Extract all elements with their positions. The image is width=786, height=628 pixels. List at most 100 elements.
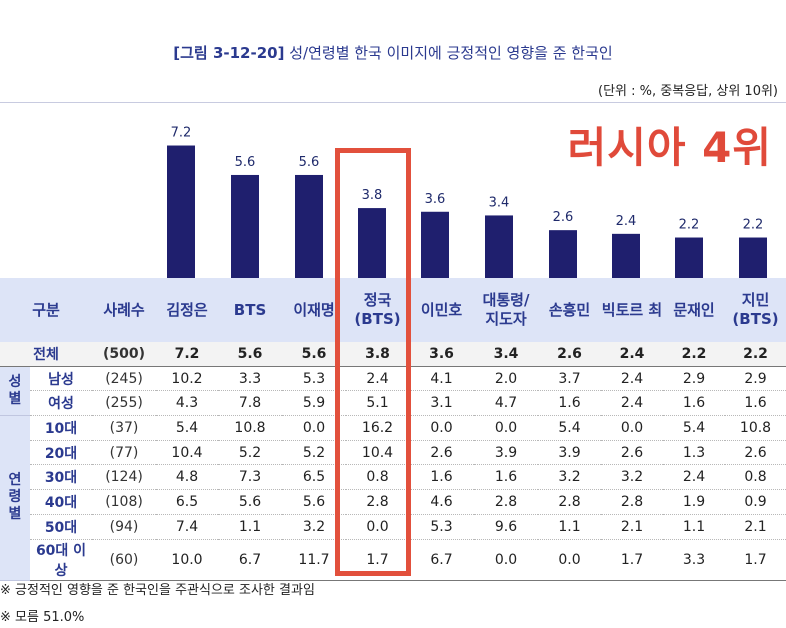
table-row: 20대 (77) 10.4 5.2 5.2 10.4 2.6 3.9 3.9 2.6 1.3 2.6 — [0, 440, 786, 466]
table-cell: 1.7 — [725, 539, 786, 581]
table-cell: 3.2 — [282, 514, 347, 540]
table-cell: 2.1 — [601, 514, 664, 540]
table-cell: 1.9 — [663, 489, 726, 515]
table-cell: 10.8 — [218, 415, 283, 441]
table-cell: 0.9 — [725, 489, 786, 515]
cell-total-3: 3.8 — [346, 342, 410, 367]
unit-note: (단위 : %, 중복응답, 상위 10위) — [598, 84, 778, 99]
table-cell: 5.2 — [218, 440, 283, 466]
table-row: 50대 (94) 7.4 1.1 3.2 0.0 5.3 9.6 1.1 2.1 1.1 2.1 — [0, 514, 786, 540]
table-cell: 2.0 — [474, 366, 539, 392]
table-cell: 7.8 — [218, 390, 283, 417]
table-cell: 1.6 — [409, 464, 475, 491]
table-cell: 0.8 — [725, 464, 786, 491]
table-cell: 1.3 — [663, 440, 726, 466]
table-cell: 2.6 — [601, 440, 664, 466]
table-cell: 5.4 — [538, 415, 602, 441]
table-cell: 1.1 — [663, 514, 726, 540]
cell-total-8: 2.2 — [663, 342, 726, 367]
table-cell: 2.8 — [601, 489, 664, 515]
bar-chart: 7.2 5.6 5.6 3.8 3.6 3.4 2.6 2.4 2.2 2.2 — [167, 126, 767, 278]
table-cell: 2.6 — [409, 440, 475, 466]
row-n: (37) — [92, 415, 157, 441]
table-cell: 10.4 — [346, 440, 410, 466]
table-cell: 5.4 — [663, 415, 726, 441]
table-cell: 10.8 — [725, 415, 786, 441]
table-cell: 0.0 — [282, 415, 347, 441]
bar-6 — [549, 230, 577, 278]
table-cell: 2.4 — [601, 366, 664, 392]
cell-total-6: 2.6 — [538, 342, 602, 367]
table-cell: 2.1 — [725, 514, 786, 540]
cell-total-9: 2.2 — [725, 342, 786, 367]
data-table: 구분 사례수 김정은 BTS 이재명 정국 (BTS) 이민호 대통령/ 지도자 손흥민 빅토르 … — [0, 278, 786, 581]
table-cell: 5.6 — [282, 489, 347, 515]
table-cell: 5.3 — [409, 514, 475, 540]
table-cell: 3.2 — [601, 464, 664, 491]
table-cell: 1.6 — [663, 390, 726, 417]
table-cell: 3.3 — [663, 539, 726, 581]
table-cell: 1.1 — [218, 514, 283, 540]
bar-3 — [358, 208, 386, 278]
column-header-10: 문재인 — [663, 278, 726, 342]
row-label: 60대 이상 — [30, 539, 93, 581]
table-row: 연 령 별 10대 (37) 5.4 10.8 0.0 16.2 0.0 0.0 5.4 0.0 5.… — [0, 415, 786, 581]
table-row: 30대 (124) 4.8 7.3 6.5 0.8 1.6 1.6 3.2 3.2 2.4 0.8 — [0, 464, 786, 491]
bar-9 — [739, 237, 767, 278]
figure-label: [그림 3-12-20] — [173, 44, 285, 62]
table-cell: 6.7 — [218, 539, 283, 581]
table-cell: 0.8 — [346, 464, 410, 491]
figure-title-text: 성/연령별 한국 이미지에 긍정적인 영향을 준 한국인 — [289, 44, 613, 62]
table-cell: 4.3 — [156, 390, 219, 417]
table-cell: 5.3 — [282, 366, 347, 392]
table-cell: 2.8 — [538, 489, 602, 515]
bar-0 — [167, 145, 195, 278]
table-cell: 3.7 — [538, 366, 602, 392]
cell-total-4: 3.6 — [409, 342, 475, 367]
table-cell: 6.5 — [282, 464, 347, 491]
row-n: (77) — [92, 440, 157, 466]
table-cell: 2.4 — [346, 366, 410, 392]
table-cell: 0.0 — [346, 514, 410, 540]
row-n: (124) — [92, 464, 157, 491]
table-cell: 16.2 — [346, 415, 410, 441]
table-cell: 5.6 — [218, 489, 283, 515]
table-cell: 0.0 — [409, 415, 475, 441]
footnote-unknown: ※ 모름 51.0% — [0, 610, 85, 625]
bar-value-label-3: 3.8 — [362, 188, 383, 203]
table-cell: 2.8 — [474, 489, 539, 515]
table-cell: 0.0 — [474, 415, 539, 441]
bar-1 — [231, 174, 259, 278]
table-cell: 6.5 — [156, 489, 219, 515]
table-cell: 10.4 — [156, 440, 219, 466]
table-cell: 11.7 — [282, 539, 347, 581]
column-header-0: 구분 — [0, 278, 93, 342]
bar-5 — [485, 215, 513, 278]
table-cell: 6.7 — [409, 539, 475, 581]
group-label-0: 성 별 — [0, 366, 30, 417]
table-cell: 1.1 — [538, 514, 602, 540]
column-header-5: 정국 (BTS) — [346, 278, 410, 342]
table-cell: 10.0 — [156, 539, 219, 581]
table-cell: 5.9 — [282, 390, 347, 417]
table-cell: 3.2 — [538, 464, 602, 491]
bar-8 — [675, 237, 703, 278]
cell-total-2: 5.6 — [282, 342, 347, 367]
column-header-4: 이재명 — [282, 278, 347, 342]
table-cell: 0.0 — [538, 539, 602, 581]
footnote-method: ※ 긍정적인 영향을 준 한국인을 주관식으로 조사한 결과임 — [0, 583, 315, 598]
table-cell: 2.8 — [346, 489, 410, 515]
table-cell: 0.0 — [474, 539, 539, 581]
cell-total-1: 5.6 — [218, 342, 283, 367]
row-label: 30대 — [30, 464, 93, 491]
group-label-1: 연 령 별 — [0, 415, 30, 581]
bar-4 — [421, 211, 449, 278]
row-n: (94) — [92, 514, 157, 540]
bar-value-label-8: 2.2 — [679, 218, 700, 233]
row-label: 20대 — [30, 440, 93, 466]
row-n-total: (500) — [92, 342, 157, 367]
column-header-1: 사례수 — [92, 278, 157, 342]
bar-value-label-2: 5.6 — [299, 155, 320, 170]
table-cell: 5.2 — [282, 440, 347, 466]
table-cell: 4.6 — [409, 489, 475, 515]
